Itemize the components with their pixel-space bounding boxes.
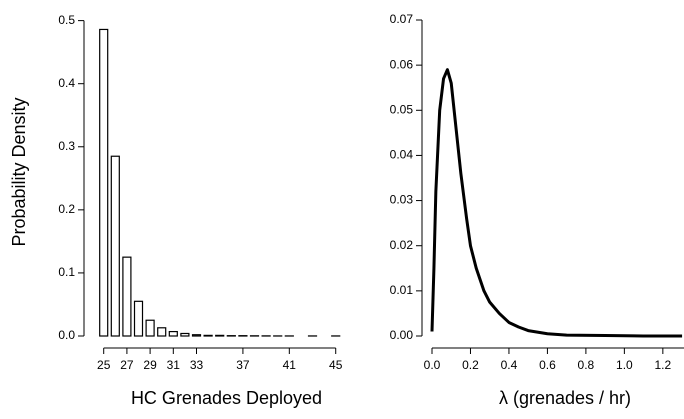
x-axis-label: HC Grenades Deployed	[131, 388, 322, 408]
y-tick-label: 0.04	[390, 148, 414, 162]
y-tick-label: 0.4	[58, 76, 75, 90]
y-tick-label: 0.02	[390, 238, 414, 252]
bar	[168, 330, 178, 337]
y-axis-label: Probability Density	[9, 97, 29, 246]
x-tick-label: 1.0	[616, 358, 633, 372]
bar	[215, 334, 225, 337]
x-tick-label: 25	[97, 358, 111, 372]
y-tick-label: 0.0	[58, 328, 75, 342]
density-line	[430, 68, 683, 338]
y-tick-label: 0.06	[390, 57, 414, 71]
bar	[180, 332, 190, 337]
bar	[110, 155, 120, 337]
x-tick-label: 37	[236, 358, 250, 372]
bar	[122, 256, 132, 337]
y-tick-label: 0.01	[390, 283, 414, 297]
bar	[203, 334, 213, 337]
x-tick-label: 45	[329, 358, 343, 372]
x-tick-label: 0.4	[501, 358, 518, 372]
y-tick-label: 0.5	[58, 13, 75, 27]
y-tick-label: 0.3	[58, 139, 75, 153]
y-tick-label: 0.05	[390, 102, 414, 116]
x-tick-label: 0.2	[462, 358, 479, 372]
y-tick-label: 0.1	[58, 265, 75, 279]
bar	[157, 327, 167, 337]
bar	[191, 334, 202, 337]
x-tick-label: 0.6	[539, 358, 556, 372]
y-tick-label: 0.00	[390, 328, 414, 342]
x-tick-label: 29	[143, 358, 157, 372]
bar	[99, 28, 109, 337]
x-tick-label: 0.8	[578, 358, 595, 372]
x-tick-label: 27	[120, 358, 134, 372]
y-tick-label: 0.03	[390, 193, 414, 207]
bar	[145, 319, 155, 337]
x-tick-label: 33	[190, 358, 204, 372]
y-tick-label: 0.07	[390, 12, 414, 26]
x-tick-label: 0.0	[424, 358, 441, 372]
bar	[133, 300, 144, 337]
x-axis-label: λ (grenades / hr)	[499, 388, 631, 408]
y-tick-label: 0.2	[58, 202, 75, 216]
x-tick-label: 41	[283, 358, 297, 372]
x-tick-label: 31	[167, 358, 181, 372]
x-tick-label: 1.2	[654, 358, 671, 372]
